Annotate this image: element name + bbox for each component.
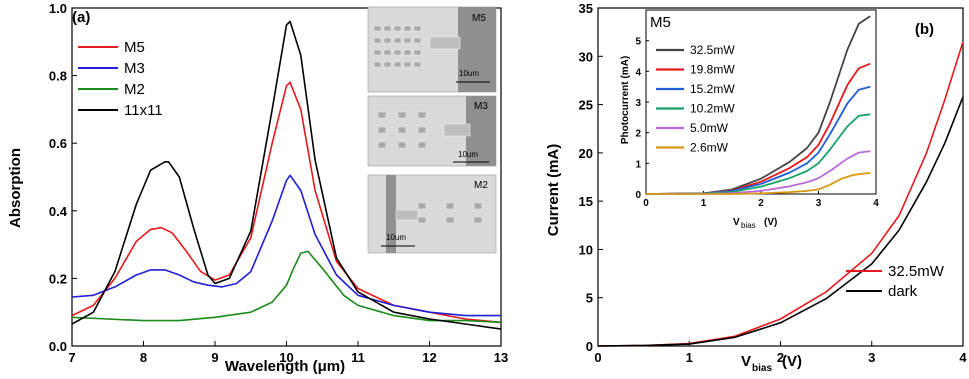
inset-x-tick-label: 4 xyxy=(873,198,879,209)
inset-y-tick-label: 0 xyxy=(635,190,641,201)
b-x-tick-label: 3 xyxy=(868,350,875,365)
b-y-tick-label: 10 xyxy=(579,242,593,257)
b-legend-label: 32.5mW xyxy=(888,263,945,280)
inset-y-axis-label: Photocurrent (mA) xyxy=(620,56,631,144)
inset-x-axis-label-main: V xyxy=(733,217,740,228)
a-y-tick-label: 0.2 xyxy=(49,271,67,286)
a-x-tick-label: 11 xyxy=(351,350,365,365)
inset-y-tick-label: 3 xyxy=(635,98,641,109)
a-series-line-m5 xyxy=(71,81,502,324)
chart-b: (b) Current (mA) V bias (V) 0 1 2 3 40510152… xyxy=(545,1,967,374)
sem-image-m3: M3 10um xyxy=(367,95,497,167)
y-axis-label-b: Current (mA) xyxy=(545,144,562,237)
b-legend-label: dark xyxy=(888,283,918,300)
a-x-tick-label: 13 xyxy=(494,350,508,365)
inset-x-axis-label-unit: (V) xyxy=(764,217,777,228)
x-axis-label-b-sub: bias xyxy=(752,363,772,374)
inset-legend-label: 2.6mW xyxy=(690,141,729,155)
a-x-tick-label: 7 xyxy=(68,350,75,365)
x-axis-label-b-unit: (V) xyxy=(782,353,802,370)
inset-legend-label: 19.8mW xyxy=(690,63,735,77)
a-legend-label: M5 xyxy=(124,39,145,56)
inset-y-tick-label: 1 xyxy=(635,159,641,170)
x-axis-label-b-main: V xyxy=(741,353,751,370)
b-x-tick-label: 1 xyxy=(686,350,693,365)
a-x-tick-label: 9 xyxy=(211,350,218,365)
sem-label-m2: M2 xyxy=(474,180,488,191)
a-legend-label: M2 xyxy=(124,81,145,98)
inset-legend-label: 10.2mW xyxy=(690,102,735,116)
b-y-tick-label: 30 xyxy=(579,49,593,64)
inset-legend-label: 5.0mW xyxy=(690,121,729,135)
inset-x-tick-label: 2 xyxy=(758,198,764,209)
inset-legend-label: 32.5mW xyxy=(690,43,735,57)
x-axis-label-b: V bias (V) xyxy=(741,353,802,374)
b-y-tick-label: 20 xyxy=(579,146,593,161)
inset-x-tick-label: 3 xyxy=(816,198,822,209)
inset-y-tick-label: 2 xyxy=(635,129,641,140)
inset-title: M5 xyxy=(650,14,671,31)
a-legend-label: M3 xyxy=(124,60,145,77)
a-legend-label: 11x11 xyxy=(124,102,163,119)
b-y-tick-label: 35 xyxy=(579,1,593,16)
inset-x-tick-label: 1 xyxy=(701,198,707,209)
sem-image-m2: M2 10um xyxy=(367,174,497,254)
inset-y-tick-label: 4 xyxy=(635,67,641,78)
b-x-tick-label: 2 xyxy=(777,350,784,365)
y-axis-label-a: Absorption xyxy=(7,148,24,228)
sem-label-m3: M3 xyxy=(474,101,488,112)
a-y-tick-label: 0.4 xyxy=(49,204,68,219)
inset-x-axis-label-sub: bias xyxy=(741,221,756,230)
chart-a: (a) Absorption Wavelength (μm) 7 8 9 10 11 12… xyxy=(7,1,508,375)
inset-y-tick-label: 5 xyxy=(635,37,641,48)
scale-bar-m5: 10um xyxy=(459,69,479,78)
inset-x-axis-label: V bias (V) xyxy=(733,217,777,230)
b-y-tick-label: 5 xyxy=(586,291,593,306)
b-y-tick-label: 15 xyxy=(579,194,593,209)
a-y-tick-label: 0.0 xyxy=(49,339,67,354)
scale-bar-m2: 10um xyxy=(386,233,406,242)
a-series-line-11x11 xyxy=(71,20,502,330)
inset-x-tick-label: 0 xyxy=(643,198,649,209)
inset-legend-label: 15.2mW xyxy=(690,82,735,96)
a-y-tick-label: 1.0 xyxy=(49,1,67,16)
a-y-tick-label: 0.6 xyxy=(49,136,67,151)
a-series-line-m2 xyxy=(71,250,502,324)
a-x-tick-label: 12 xyxy=(422,350,436,365)
b-x-tick-label: 0 xyxy=(594,350,601,365)
x-axis-label-a: Wavelength (μm) xyxy=(225,358,345,375)
a-y-tick-label: 0.8 xyxy=(49,69,67,84)
inset-chart: M5 Photocurrent (mA) V bias (V) 0 1 2 3 4 0 1 2… xyxy=(620,9,879,230)
panel-b-label: (b) xyxy=(915,21,934,38)
b-y-tick-label: 25 xyxy=(579,98,593,113)
b-series-line-dark xyxy=(597,96,964,347)
inset-series-line-2-6mw xyxy=(646,172,871,195)
a-x-tick-label: 8 xyxy=(140,350,147,365)
b-x-tick-label: 4 xyxy=(959,350,967,365)
a-x-tick-label: 10 xyxy=(279,350,293,365)
panel-a-label: (a) xyxy=(72,9,90,26)
sem-image-m5: M5 10um xyxy=(367,6,497,93)
sem-label-m5: M5 xyxy=(472,13,486,24)
scale-bar-m3: 10um xyxy=(458,150,478,159)
b-y-tick-label: 0 xyxy=(586,339,593,354)
